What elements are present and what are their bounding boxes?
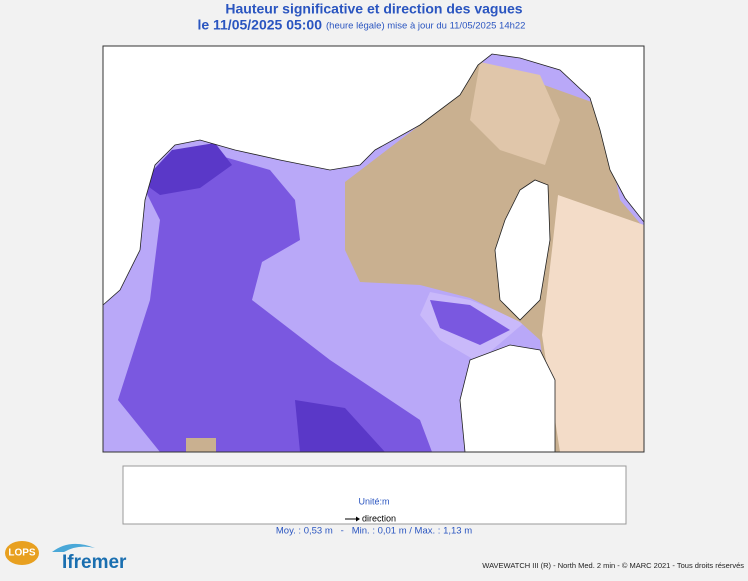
land-north: [103, 46, 644, 306]
unit: Unité:m: [358, 496, 389, 506]
land-sardinia: [459, 344, 556, 452]
lops-logo: [5, 541, 39, 565]
date: le 11/05/2025 05:00: [197, 17, 322, 33]
ifremer-logo: Ifremer: [62, 552, 127, 573]
lops-text: LOPS: [8, 548, 36, 559]
zone-dark: [118, 150, 432, 452]
land-corsica: [494, 179, 551, 321]
date-note: (heure légale) mise à jour du 11/05/2025…: [326, 21, 525, 32]
direction-arrow-head: [356, 516, 360, 522]
zone-peach: [542, 195, 644, 452]
legend-box: [122, 465, 627, 525]
zone-dark: [430, 300, 510, 345]
zone-darker: [142, 143, 232, 195]
direction-label: direction: [362, 513, 396, 523]
map: [103, 46, 644, 452]
credit: WAVEWATCH III (R) - North Med. 2 min - ©…: [482, 561, 744, 570]
zone-tan-light: [470, 62, 560, 165]
zone-darker: [295, 400, 385, 452]
stats: Moy. : 0,53 m - Min. : 0,01 m / Max. : 1…: [276, 526, 472, 537]
title: Hauteur significative et direction des v…: [225, 1, 522, 17]
zone-tan: [186, 438, 216, 452]
ifremer-mark: [52, 543, 95, 552]
map-frame: [102, 45, 645, 453]
